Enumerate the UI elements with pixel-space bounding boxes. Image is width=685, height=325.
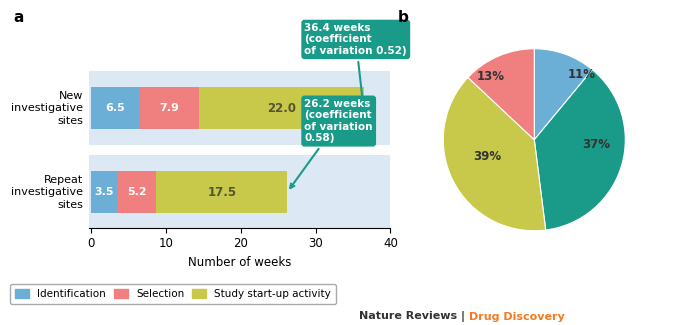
Text: 13%: 13% (477, 70, 505, 83)
Wedge shape (468, 49, 534, 140)
Bar (199, 87, 364, 129)
Wedge shape (443, 77, 546, 231)
Bar (76, 71, 406, 145)
Bar (91, 171, 117, 213)
Text: 17.5: 17.5 (208, 186, 236, 199)
Text: 6.5: 6.5 (105, 103, 125, 113)
Text: b: b (397, 10, 408, 25)
Text: Drug Discovery: Drug Discovery (469, 312, 565, 322)
Text: 5.2: 5.2 (127, 187, 147, 197)
Bar (76, 155, 406, 229)
Bar (156, 171, 287, 213)
Bar (140, 87, 199, 129)
X-axis label: Number of weeks: Number of weeks (188, 256, 291, 269)
Text: 3.5: 3.5 (95, 187, 114, 197)
Wedge shape (534, 70, 625, 230)
Wedge shape (534, 49, 593, 140)
Text: 11%: 11% (568, 68, 596, 81)
Text: 36.4 weeks
(coefficient
of variation 0.52): 36.4 weeks (coefficient of variation 0.5… (304, 23, 407, 103)
Text: a: a (14, 10, 24, 25)
Text: 22.0: 22.0 (266, 102, 296, 115)
Bar (117, 171, 156, 213)
Text: 37%: 37% (582, 138, 610, 151)
Text: 26.2 weeks
(coefficient
of variation
0.58): 26.2 weeks (coefficient of variation 0.5… (290, 99, 373, 188)
Text: 39%: 39% (473, 150, 501, 162)
Text: 7.9: 7.9 (160, 103, 179, 113)
Text: Nature Reviews |: Nature Reviews | (360, 311, 469, 322)
Legend: Identification, Selection, Study start-up activity: Identification, Selection, Study start-u… (10, 284, 336, 304)
Bar (91, 87, 140, 129)
